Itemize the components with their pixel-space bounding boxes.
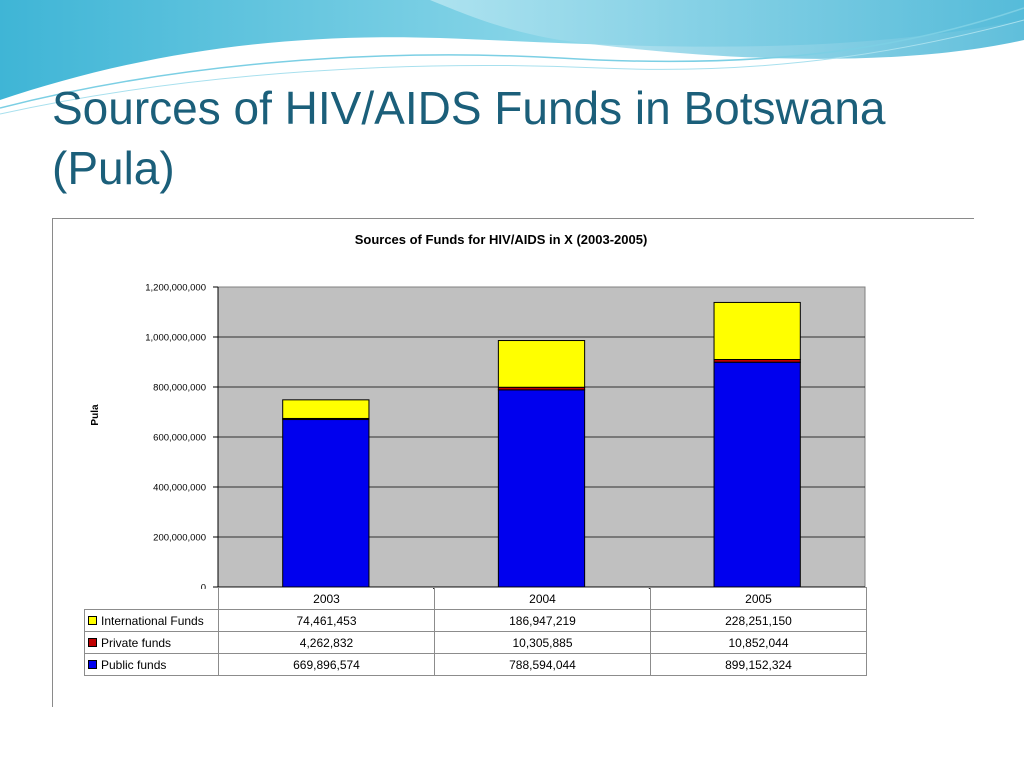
y-tick-label: 1,000,000,000 [145, 333, 206, 344]
chart-data-table: 2003 2004 2005 International Funds 74,46… [84, 587, 867, 676]
data-label: 186,947,219 [434, 609, 651, 632]
series-name: Private funds [101, 635, 172, 650]
table-corner [84, 587, 219, 610]
category-label: 2005 [650, 587, 867, 610]
data-label: 10,305,885 [434, 631, 651, 654]
stacked-bar-chart: Sources of Funds for HIV/AIDS in X (2003… [90, 232, 866, 590]
data-label: 788,594,044 [434, 653, 651, 676]
bar-segment-international [497, 340, 586, 388]
bar-segment-international [282, 399, 370, 419]
chart-panel: Sources of Funds for HIV/AIDS in X (2003… [52, 218, 974, 707]
data-label: 228,251,150 [650, 609, 867, 632]
data-label: 4,262,832 [218, 631, 435, 654]
series-row-private: Private funds 4,262,832 10,305,885 10,85… [84, 631, 867, 654]
category-label: 2004 [434, 587, 651, 610]
series-name: Public funds [101, 657, 167, 672]
y-tick-label: 200,000,000 [153, 533, 206, 544]
category-label: 2003 [218, 587, 435, 610]
series-row-public: Public funds 669,896,574 788,594,044 899… [84, 653, 867, 676]
y-axis-label: Pula [90, 404, 101, 426]
legend-entry-public: Public funds [84, 653, 219, 676]
chart-title: Sources of Funds for HIV/AIDS in X (2003… [355, 232, 648, 247]
bar-segment-international [713, 301, 801, 360]
y-tick-label: 1,200,000,000 [145, 283, 206, 294]
data-label: 10,852,044 [650, 631, 867, 654]
slide-title: Sources of HIV/AIDS Funds in Botswana (P… [52, 82, 886, 194]
category-header-row: 2003 2004 2005 [84, 587, 867, 610]
legend-swatch-international [88, 615, 97, 625]
bar-segment-public [497, 389, 586, 588]
bar-segment-public [713, 361, 801, 588]
data-label: 899,152,324 [650, 653, 867, 676]
legend-swatch-public [88, 659, 97, 669]
legend-swatch-private [88, 637, 97, 647]
series-name: International Funds [101, 613, 204, 628]
y-tick-label: 600,000,000 [153, 433, 206, 444]
bar-segment-public [282, 419, 370, 588]
y-tick-label: 400,000,000 [153, 483, 206, 494]
series-row-international: International Funds 74,461,453 186,947,2… [84, 609, 867, 632]
legend-entry-international: International Funds [84, 609, 219, 632]
legend-entry-private: Private funds [84, 631, 219, 654]
data-label: 669,896,574 [218, 653, 435, 676]
data-label: 74,461,453 [218, 609, 435, 632]
y-tick-label: 800,000,000 [153, 383, 206, 394]
y-tick-label: 0 [201, 583, 206, 590]
header-wave-decoration [0, 0, 1024, 115]
